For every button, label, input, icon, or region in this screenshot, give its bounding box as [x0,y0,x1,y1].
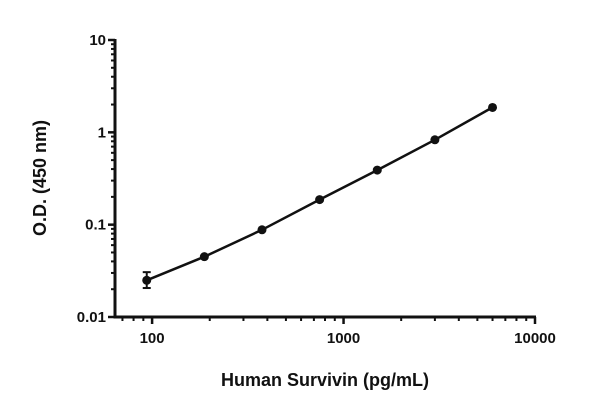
data-point [488,102,498,112]
x-tick-label: 10000 [514,330,556,347]
x-tick-label: 100 [140,330,165,347]
y-tick-label: 0.01 [77,309,106,326]
data-point [315,195,325,205]
data-point [199,252,209,262]
y-tick-label: 0.1 [85,217,106,234]
y-tick-label: 10 [89,32,106,49]
x-tick-label: 1000 [327,330,360,347]
data-point [142,275,152,285]
curve-line [146,106,494,282]
x-axis-label: Human Survivin (pg/mL) [221,370,429,390]
y-axis-label: O.D. (450 nm) [30,120,50,236]
data-point [430,135,440,145]
data-point [372,165,382,175]
y-tick-label: 1 [98,124,106,141]
data-point [257,225,267,235]
